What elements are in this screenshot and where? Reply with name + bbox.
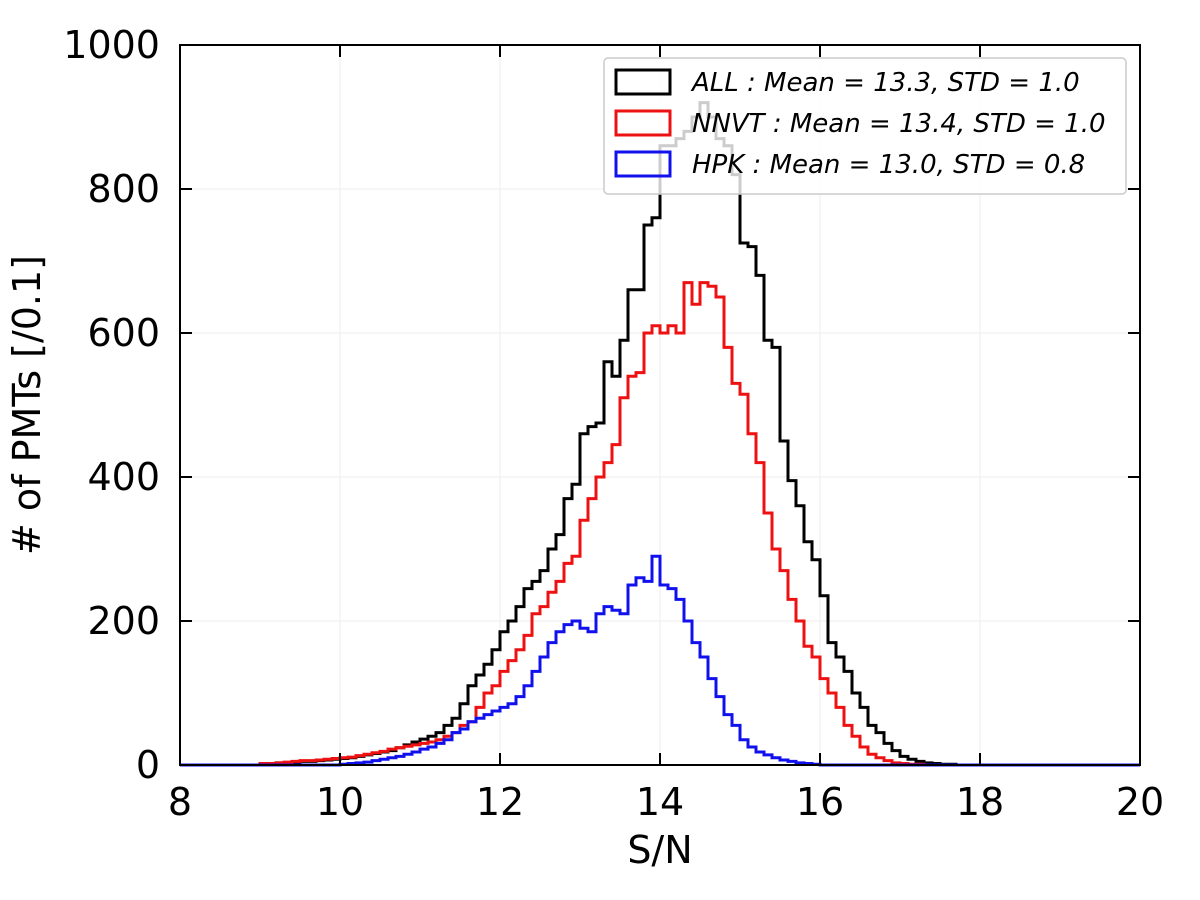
legend-box bbox=[603, 57, 1127, 195]
x-tick-label-0: 8 bbox=[168, 780, 192, 824]
y-tick-label-5: 1000 bbox=[63, 23, 160, 67]
y-tick-label-4: 800 bbox=[87, 167, 160, 211]
x-axis-title: S/N bbox=[627, 828, 692, 872]
legend: ALL : Mean = 13.3, STD = 1.0 NNVT : Mean … bbox=[603, 57, 1127, 195]
x-tick-label-4: 16 bbox=[796, 780, 844, 824]
legend-label-all: ALL : Mean = 13.3, STD = 1.0 bbox=[690, 68, 1080, 98]
y-tick-label-1: 200 bbox=[87, 599, 160, 643]
legend-swatch-all bbox=[614, 68, 672, 96]
series-hpk-step-line bbox=[180, 554, 1140, 767]
y-tick-label-3: 600 bbox=[87, 311, 160, 355]
legend-label-nnvt: NNVT : Mean = 13.4, STD = 1.0 bbox=[692, 109, 1106, 139]
legend-swatch-hpk bbox=[614, 150, 672, 178]
legend-swatch-nnvt bbox=[614, 109, 672, 137]
legend-label-hpk: HPK : Mean = 13.0, STD = 0.8 bbox=[692, 150, 1085, 180]
x-tick-label-2: 12 bbox=[476, 780, 524, 824]
y-tick-label-0: 0 bbox=[136, 743, 160, 787]
x-tick-label-3: 14 bbox=[636, 780, 684, 824]
x-tick-label-5: 18 bbox=[956, 780, 1004, 824]
y-tick-label-2: 400 bbox=[87, 455, 160, 499]
x-tick-label-1: 10 bbox=[316, 780, 364, 824]
series-nnvt-step-line bbox=[180, 281, 1140, 767]
y-axis-title: # of PMTs [/0.1] bbox=[5, 255, 49, 555]
x-tick-label-6: 20 bbox=[1116, 780, 1164, 824]
series-layer bbox=[180, 101, 1140, 767]
